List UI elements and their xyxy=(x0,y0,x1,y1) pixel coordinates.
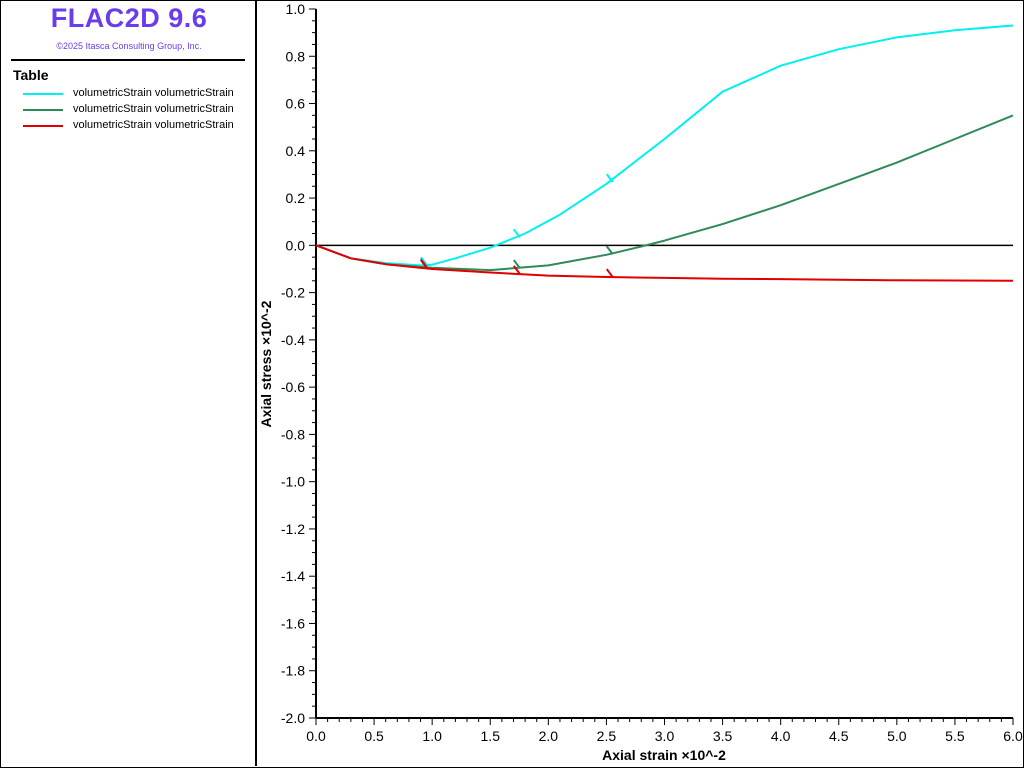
x-tick-label: 0.0 xyxy=(306,728,326,744)
y-axis-title: Axial stress ×10^-2 xyxy=(258,300,274,427)
series-step-marker xyxy=(605,245,614,255)
legend-swatch-green xyxy=(23,109,63,111)
legend-swatch-cyan xyxy=(23,93,63,95)
x-tick-label: 1.5 xyxy=(481,728,501,744)
x-tick-label: 5.0 xyxy=(887,728,907,744)
legend-swatch-red xyxy=(23,125,63,127)
x-tick-label: 1.0 xyxy=(422,728,442,744)
legend-label: volumetricStrain volumetricStrain xyxy=(73,87,234,99)
series-line-1 xyxy=(315,24,1014,267)
y-tick-label: -0.8 xyxy=(281,426,305,442)
x-tick-label: 4.0 xyxy=(771,728,791,744)
y-tick-label: -1.6 xyxy=(281,615,305,631)
y-tick-label: 1.0 xyxy=(286,1,306,17)
y-tick-label: 0.8 xyxy=(286,48,306,64)
x-axis-title: Axial strain ×10^-2 xyxy=(602,747,726,763)
y-tick-label: -0.2 xyxy=(281,285,305,301)
ticks-group: 1.0 0.8 0.6 0.4 0.2 0.0 -0.2 -0.4 -0.6 -0.8 -1.0 -1… xyxy=(281,1,1023,744)
y-tick-label: -0.4 xyxy=(281,332,305,348)
series-step-marker xyxy=(513,228,521,238)
legend-label: volumetricStrain volumetricStrain xyxy=(73,119,234,131)
copyright-notice: ©2025 Itasca Consulting Group, Inc. xyxy=(56,41,202,51)
y-tick-label: 0.0 xyxy=(286,237,306,253)
x-tick-label: 5.5 xyxy=(945,728,965,744)
series-step-marker xyxy=(605,173,614,183)
y-tick-label: -0.6 xyxy=(281,379,305,395)
y-tick-label: -1.0 xyxy=(281,474,305,490)
y-tick-label: -1.2 xyxy=(281,521,305,537)
x-tick-label: 6.0 xyxy=(1003,728,1023,744)
axes-group xyxy=(315,9,1013,719)
series-line-3 xyxy=(315,244,1014,282)
x-tick-label: 2.5 xyxy=(597,728,617,744)
x-tick-label: 2.0 xyxy=(539,728,559,744)
app-title: FLAC2D 9.6 xyxy=(50,3,208,33)
legend-panel: FLAC2D 9.6 ©2025 Itasca Consulting Group… xyxy=(1,1,257,766)
series-step-marker xyxy=(605,268,614,278)
chart-area: 1.0 0.8 0.6 0.4 0.2 0.0 -0.2 -0.4 -0.6 -0.8 -1.0 -1… xyxy=(257,1,1023,766)
y-tick-label: -1.4 xyxy=(281,568,305,584)
series-group xyxy=(315,24,1014,282)
y-tick-label: 0.4 xyxy=(286,143,306,159)
x-tick-label: 3.0 xyxy=(655,728,675,744)
legend-title: Table xyxy=(13,67,49,83)
x-tick-label: 4.5 xyxy=(829,728,849,744)
x-tick-label: 3.5 xyxy=(713,728,733,744)
y-tick-label: 0.6 xyxy=(286,96,306,112)
legend-divider xyxy=(11,59,245,61)
y-tick-label: -2.0 xyxy=(281,710,305,726)
legend-label: volumetricStrain volumetricStrain xyxy=(73,103,234,115)
series-step-marker xyxy=(420,256,428,266)
series-step-marker xyxy=(513,259,521,269)
series-step-marker xyxy=(513,265,521,275)
chart-svg: 1.0 0.8 0.6 0.4 0.2 0.0 -0.2 -0.4 -0.6 -0.8 -1.0 -1… xyxy=(258,1,1023,763)
y-tick-label: 0.2 xyxy=(286,190,306,206)
y-tick-label: -1.8 xyxy=(281,663,305,679)
x-tick-label: 0.5 xyxy=(364,728,384,744)
series-step-marker xyxy=(420,259,428,269)
